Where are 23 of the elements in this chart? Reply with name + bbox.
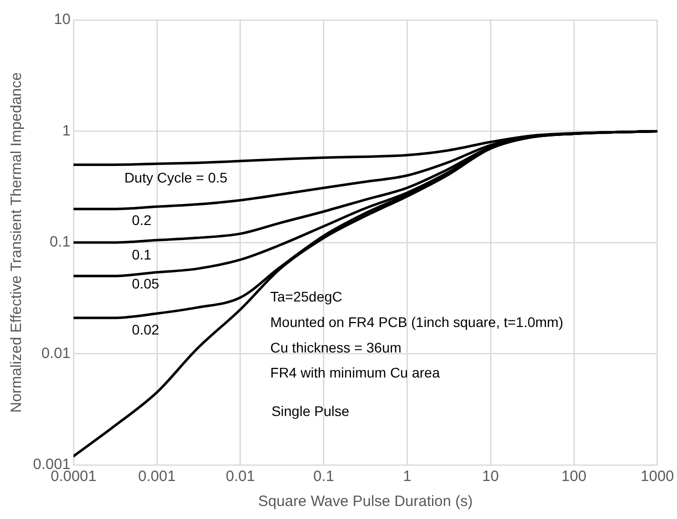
- annotation: Cu thickness = 36um: [270, 339, 402, 356]
- x-tick-label: 10: [482, 468, 499, 486]
- y-tick-label: 0.1: [50, 234, 71, 251]
- annotation: 0.02: [132, 321, 160, 338]
- annotation: Duty Cycle = 0.5: [124, 170, 228, 186]
- annotation: Single Pulse: [271, 402, 350, 419]
- x-tick-label: 0.01: [226, 468, 255, 486]
- x-tick-label: 1000: [640, 468, 674, 486]
- annotation: 0.2: [132, 212, 152, 228]
- y-tick-label: 0.01: [41, 344, 71, 362]
- x-tick-label: 1: [402, 468, 412, 486]
- x-tick-label: 0.001: [138, 468, 176, 486]
- x-tick-label: 100: [561, 468, 586, 486]
- y-tick-label: 10: [54, 11, 71, 28]
- x-axis-title: Square Wave Pulse Duration (s): [258, 493, 473, 510]
- annotation: 0.05: [132, 276, 160, 292]
- annotation: FR4 with minimum Cu area: [270, 364, 440, 381]
- y-tick-label: 1: [62, 122, 71, 140]
- annotation: Mounted on FR4 PCB (1inch square, t=1.0mm): [270, 314, 564, 330]
- y-axis-title: Normalized Effective Transient Thermal Impedance: [8, 72, 26, 413]
- annotation: 0.1: [132, 246, 152, 262]
- x-tick-label: 0.1: [313, 468, 334, 486]
- annotation: Ta=25degC: [270, 288, 342, 305]
